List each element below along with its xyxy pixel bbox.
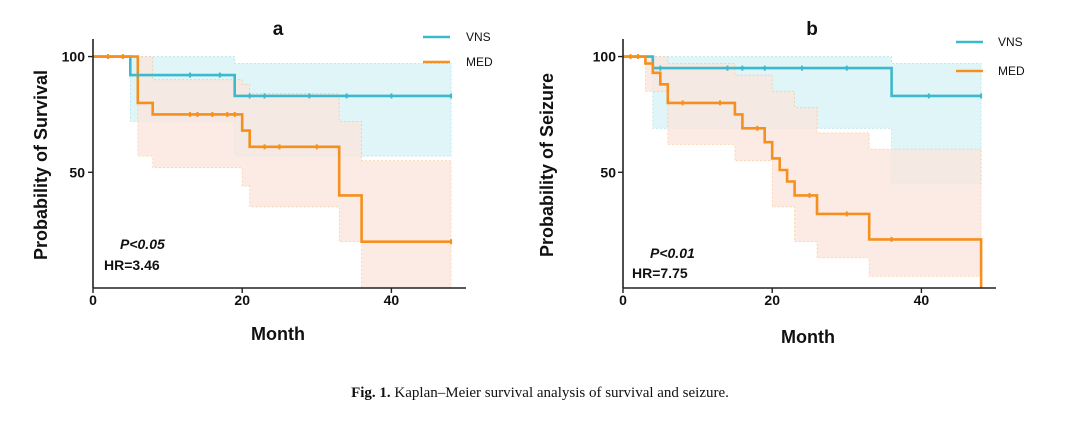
a-x-tick-label: 0	[89, 292, 97, 308]
panel-a-y-axis-label: Probability of Survival	[31, 70, 51, 260]
panel-b-legend: VNS MED	[956, 35, 1025, 78]
a-x-tick-label: 20	[234, 292, 250, 308]
panel-b: b 0 20 40 50 100 Probability of Seizure Mont…	[537, 19, 1025, 347]
panel-a-axes	[88, 39, 466, 293]
panel-b-letter: b	[806, 19, 818, 40]
b-y-tick-label: 50	[600, 164, 616, 180]
panel-b-axes	[618, 39, 996, 293]
panel-a-hazard-ratio: HR=3.46	[104, 257, 160, 273]
panel-a-tick-labels: 0 20 40 50 100	[62, 49, 400, 308]
panel-a-censor-marks	[106, 54, 453, 245]
panel-b-x-axis-label: Month	[781, 327, 835, 347]
panel-a-p-value: P<0.05	[120, 236, 165, 252]
panel-b-legend-vns-label: VNS	[998, 35, 1023, 49]
panel-b-p-value: P<0.01	[650, 245, 695, 261]
caption-text: Kaplan–Meier survival analysis of surviv…	[394, 385, 729, 401]
b-x-tick-label: 40	[914, 292, 930, 308]
b-x-tick-label: 0	[619, 292, 627, 308]
panel-b-curves	[623, 55, 983, 288]
panel-a-legend-vns-label: VNS	[466, 30, 491, 44]
figure-caption: Fig. 1. Kaplan–Meier survival analysis o…	[0, 385, 1080, 402]
caption-label: Fig. 1.	[351, 385, 391, 401]
panel-a-legend: VNS MED	[423, 30, 493, 69]
panel-a-legend-med-label: MED	[466, 55, 493, 69]
b-med-survival-curve	[623, 55, 983, 288]
b-med-confidence-band	[623, 56, 982, 288]
b-x-tick-label: 20	[764, 292, 780, 308]
a-y-tick-label: 50	[69, 164, 85, 180]
panel-b-censor-marks	[629, 54, 983, 242]
panel-a-x-axis-label: Month	[251, 324, 305, 344]
panel-b-hazard-ratio: HR=7.75	[632, 265, 688, 281]
panel-a-letter: a	[273, 19, 284, 40]
a-med-survival-curve	[93, 55, 452, 243]
b-vns-survival-curve	[623, 55, 982, 98]
figure: a 0 20 40 50 100 Probability of Survival Mon…	[31, 19, 1025, 347]
panel-a-confidence-bands	[93, 56, 452, 289]
panel-a: a 0 20 40 50 100 Probability of Survival Mon…	[31, 19, 493, 344]
b-y-tick-label: 100	[593, 49, 617, 65]
panel-b-y-axis-label: Probability of Seizure	[537, 73, 557, 257]
panel-a-curves	[93, 55, 452, 243]
panel-b-legend-med-label: MED	[998, 64, 1025, 78]
a-x-tick-label: 40	[384, 292, 400, 308]
a-y-tick-label: 100	[62, 49, 86, 65]
panel-b-tick-labels: 0 20 40 50 100	[593, 49, 930, 308]
